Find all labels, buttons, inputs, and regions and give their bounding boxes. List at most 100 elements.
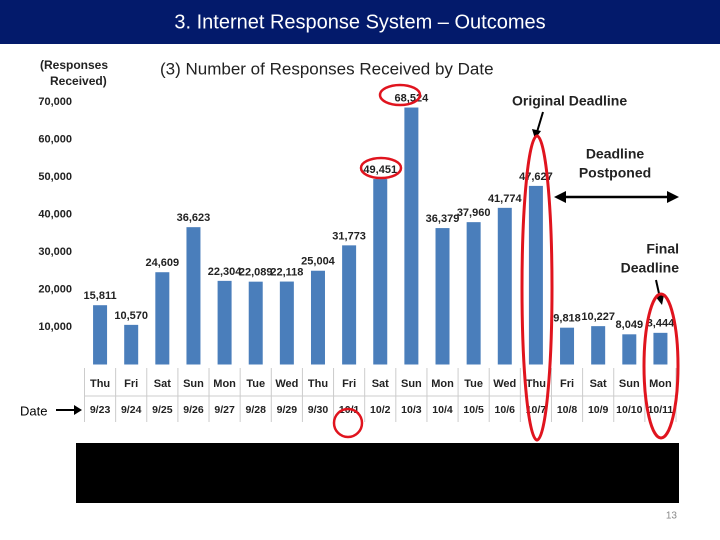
x-tick-label: 10/7 [526, 404, 547, 416]
x-tick-label: Fri [124, 378, 138, 390]
annotation: Postponed [579, 165, 651, 181]
x-tick-label: 10/2 [370, 404, 391, 416]
value-label: 31,773 [332, 230, 366, 242]
bar [310, 270, 325, 365]
value-label: 8,444 [647, 318, 675, 330]
plot: 10,000 20,000 30,000 40,000 50,000 60,000 70,0… [38, 92, 677, 422]
bar [404, 107, 419, 365]
x-tick-label: 10/3 [401, 404, 422, 416]
x-tick-label: Sun [619, 378, 640, 390]
chart-title: (3) Number of Responses Received by Date [160, 59, 494, 78]
value-label: 25,004 [301, 256, 336, 268]
x-tick-label: 10/6 [495, 404, 516, 416]
x-tick-label: Mon [431, 378, 454, 390]
x-tick-label: 9/28 [246, 404, 267, 416]
bar [622, 334, 637, 365]
bar [466, 222, 481, 365]
x-tick-label: 10/10 [616, 404, 642, 416]
x-tick-label: 9/29 [277, 404, 298, 416]
bar [653, 332, 668, 365]
value-label: 10,570 [114, 310, 148, 322]
slide-title: 3. Internet Response System – Outcomes [174, 11, 545, 33]
x-tick-label: 9/30 [308, 404, 329, 416]
arrowhead [667, 191, 679, 203]
x-tick-label: Sat [372, 378, 389, 390]
highlight [642, 292, 680, 440]
highlight [378, 83, 422, 107]
x-tick-label: Fri [342, 378, 356, 390]
value-label: 41,774 [488, 193, 523, 205]
bar [591, 326, 606, 365]
x-tick-label: Wed [493, 378, 516, 390]
x-tick-label: 9/23 [90, 404, 111, 416]
highlight [359, 156, 403, 180]
page-number: 13 [666, 511, 678, 522]
arrowhead [554, 191, 566, 203]
bar [93, 305, 108, 365]
value-label: 22,089 [239, 267, 273, 279]
bar [248, 281, 263, 365]
x-tick-label: 10/9 [588, 404, 609, 416]
x-tick-label: Sun [401, 378, 422, 390]
value-label: 36,379 [426, 213, 460, 225]
bar [560, 327, 575, 365]
annotation: Deadline [586, 146, 645, 162]
value-label: 9,818 [553, 313, 581, 325]
y-tick-label: 10,000 [38, 321, 72, 333]
x-tick-label: 9/25 [152, 404, 173, 416]
annotation-arrow [536, 111, 544, 133]
x-tick-label: 10/5 [463, 404, 484, 416]
value-label: 22,118 [270, 266, 303, 278]
y-tick-label: 40,000 [38, 208, 72, 220]
annotation: Original Deadline [512, 93, 627, 109]
highlight [332, 407, 364, 439]
x-tick-label: 9/24 [121, 404, 142, 416]
value-label: 8,049 [616, 319, 644, 331]
x-tick-label: Thu [526, 378, 546, 390]
y-tick-label: 20,000 [38, 283, 72, 295]
x-tick-label: Mon [649, 378, 672, 390]
annotation: Deadline [621, 260, 680, 276]
value-label: 15,811 [84, 290, 117, 302]
value-label: 49,451 [363, 164, 397, 176]
x-tick-label: Thu [308, 378, 328, 390]
x-tick-label: 9/26 [183, 404, 204, 416]
x-tick-label: 10/11 [648, 404, 674, 416]
bar [186, 227, 201, 365]
bar [124, 324, 139, 365]
bar [279, 281, 294, 365]
y-axis-label: Received) [50, 74, 107, 88]
value-label: 37,960 [457, 207, 491, 219]
value-label: 10,227 [581, 311, 615, 323]
x-tick-label: Sun [183, 378, 204, 390]
redaction [76, 443, 679, 503]
y-axis-label: (Responses [40, 58, 108, 72]
date-arrowhead [74, 405, 82, 415]
x-tick-label: Sat [590, 378, 607, 390]
y-tick-label: 70,000 [38, 96, 72, 108]
bar [217, 280, 232, 365]
bar [373, 179, 388, 365]
y-tick-label: 60,000 [38, 133, 72, 145]
x-tick-label: Tue [246, 378, 265, 390]
y-tick-label: 50,000 [38, 171, 72, 183]
bar [528, 185, 543, 365]
x-tick-label: Wed [275, 378, 298, 390]
value-label: 36,623 [177, 212, 211, 224]
x-axis-label: Date [20, 403, 47, 418]
bar [155, 272, 170, 365]
value-label: 22,304 [208, 266, 243, 278]
x-tick-label: Mon [213, 378, 236, 390]
x-tick-label: 9/27 [214, 404, 235, 416]
x-tick-label: Fri [560, 378, 574, 390]
bar [342, 245, 357, 365]
annotation: Final [646, 241, 679, 257]
x-tick-label: Sat [154, 378, 171, 390]
x-tick-label: Thu [90, 378, 110, 390]
x-tick-label: 10/8 [557, 404, 578, 416]
value-label: 24,609 [146, 257, 180, 269]
x-tick-label: 10/4 [432, 404, 453, 416]
x-tick-label: Tue [464, 378, 483, 390]
highlight [520, 134, 554, 442]
